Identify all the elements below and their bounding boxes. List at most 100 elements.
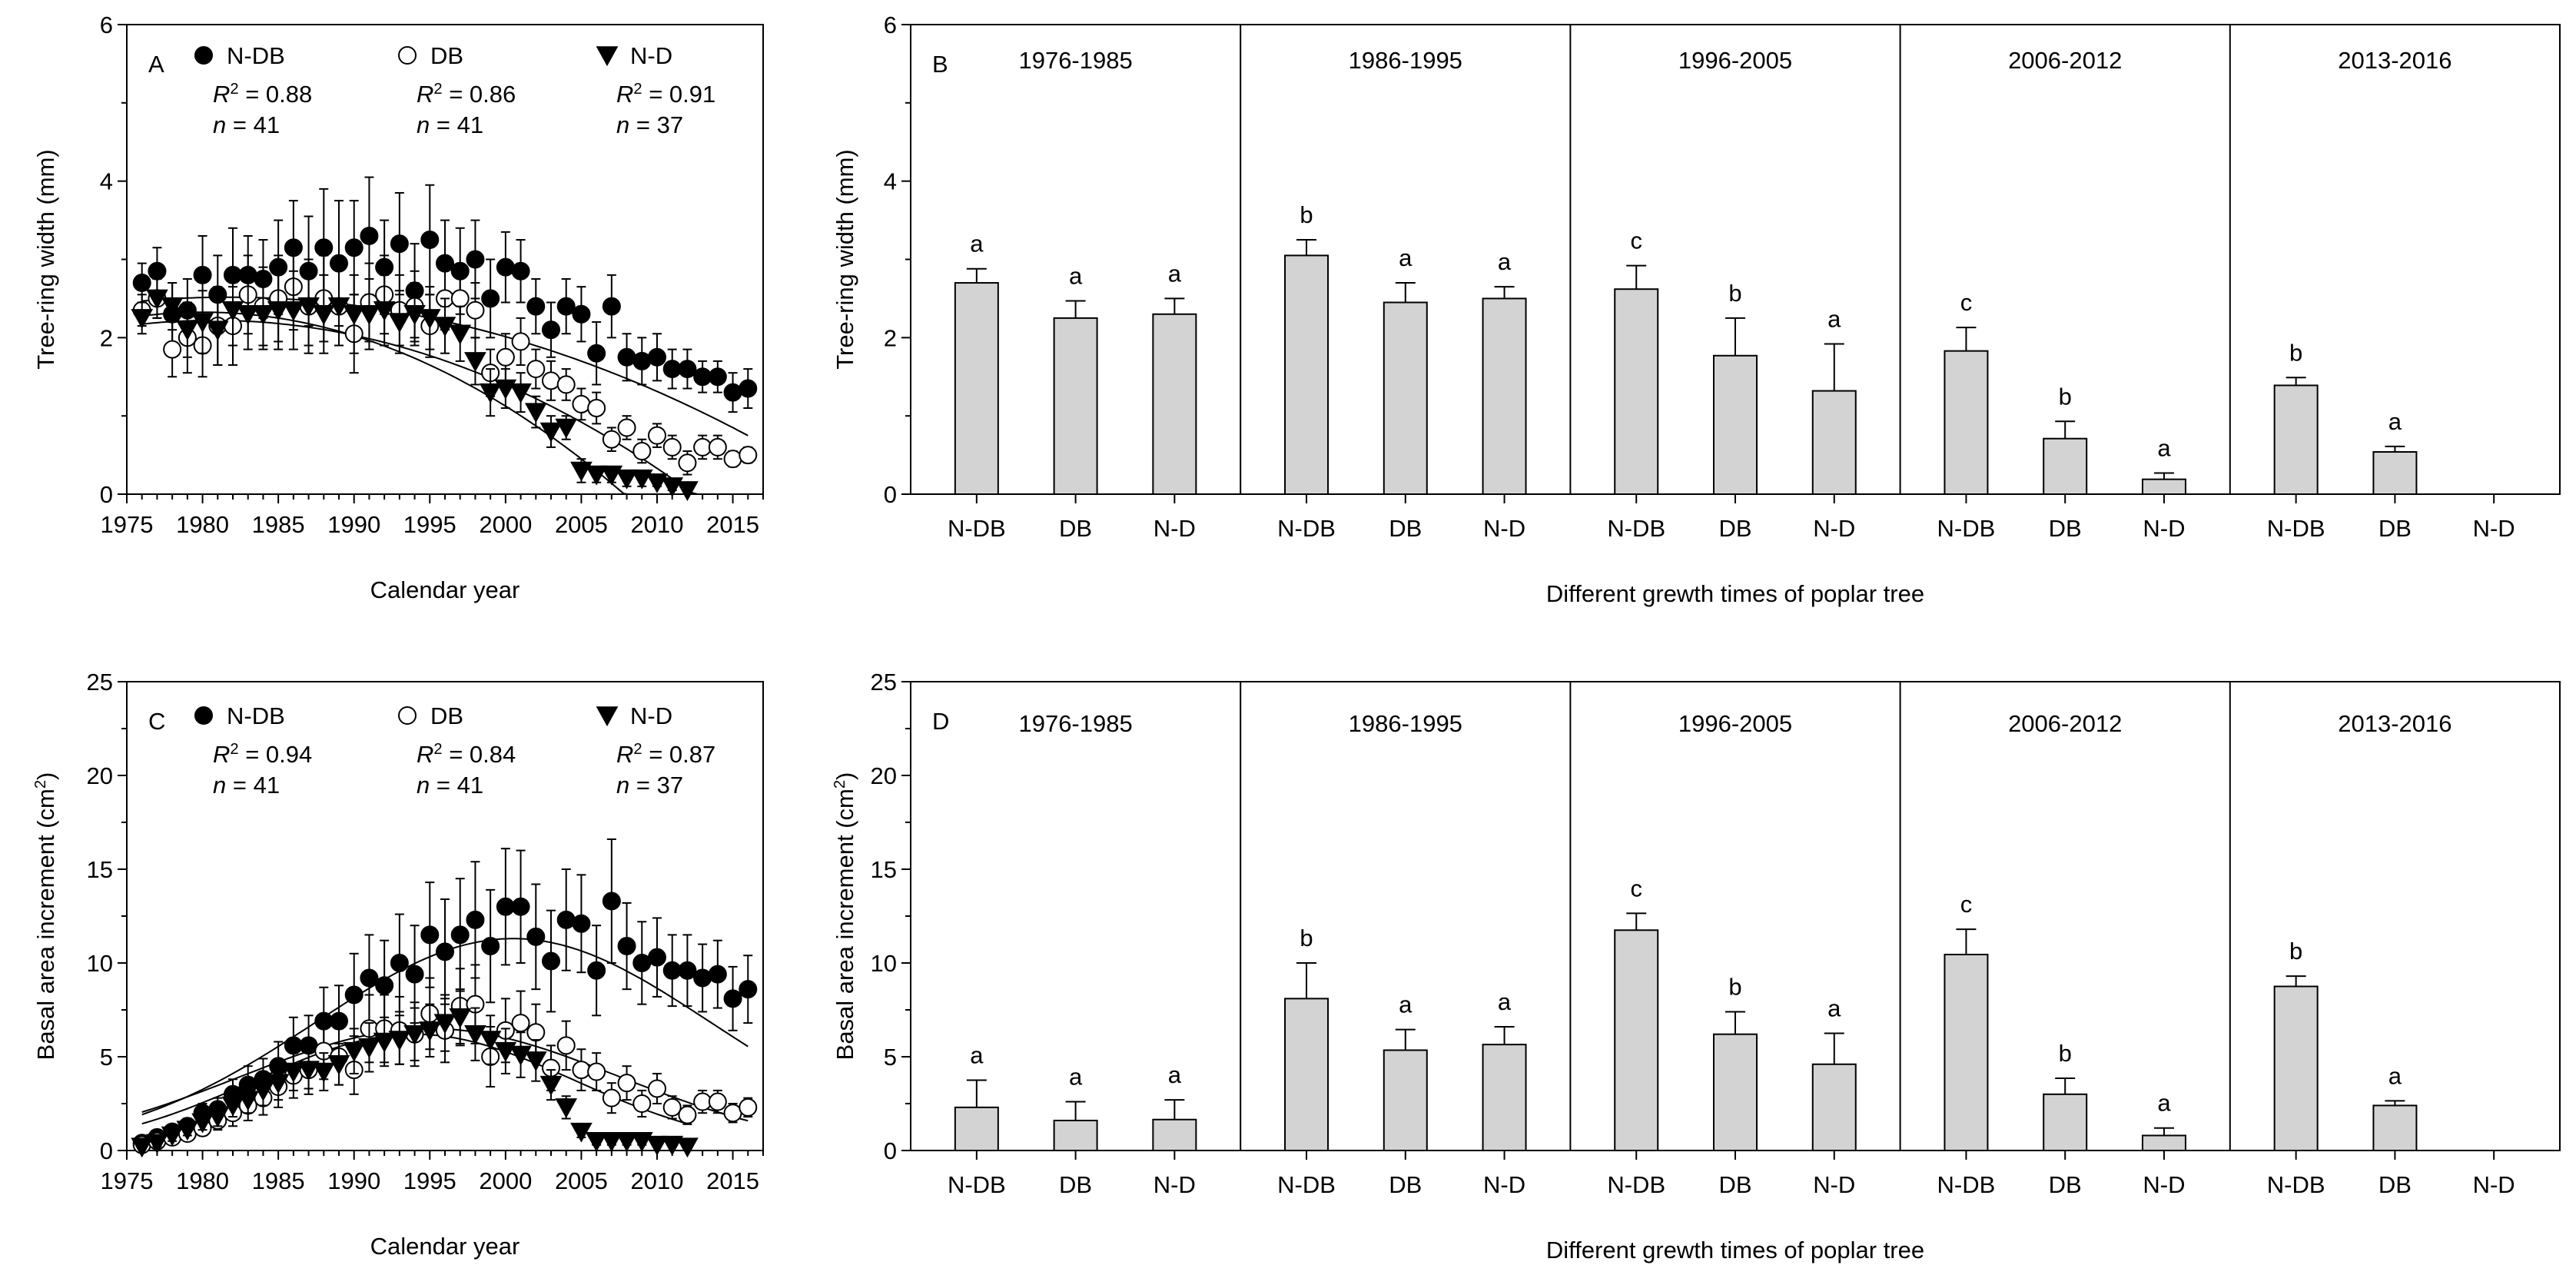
n-symbol: n <box>616 772 629 799</box>
sample-size: n = 41 <box>213 772 280 799</box>
category-label: N-D <box>1154 1171 1196 1198</box>
r-squared: R2 = 0.87 <box>616 741 715 768</box>
group-1976-1985: 1976-1985 N-DB a DB a N-D a <box>948 47 1197 542</box>
x-tick-label: 1980 <box>176 511 229 538</box>
data-point-N-DB <box>602 892 621 911</box>
bar-N-DB <box>1284 998 1329 1151</box>
significance-letter: a <box>2157 435 2171 462</box>
bar-N-DB <box>1944 350 1989 495</box>
bar-N-D <box>1811 390 1857 495</box>
data-point-N-DB <box>708 367 727 387</box>
period-label: 1986-1995 <box>1349 710 1462 737</box>
bar-N-DB <box>954 1106 999 1152</box>
data-point-N-DB <box>466 250 485 269</box>
data-point-N-DB <box>420 231 440 250</box>
data-point-N-D <box>358 1038 380 1058</box>
data-point-N-DB <box>617 937 636 956</box>
data-point-N-D <box>176 320 199 341</box>
category-label: DB <box>1389 515 1422 542</box>
legend-entry-N-D: N-D R2 = 0.87 n = 37 <box>596 702 715 799</box>
category-label: DB <box>1718 515 1751 542</box>
significance-letter: a <box>1168 260 1182 287</box>
period-label: 2013-2016 <box>2338 47 2452 74</box>
y-axis-label-superscript: 2 <box>32 780 49 789</box>
data-point-N-D <box>221 1096 244 1117</box>
bar-DB <box>1383 1049 1428 1151</box>
x-tick-label: 2010 <box>631 511 684 538</box>
data-point-DB <box>693 1092 712 1111</box>
data-point-DB <box>617 418 636 437</box>
data-point-DB <box>723 1104 742 1123</box>
legend-label: N-D <box>630 702 672 729</box>
data-point-DB <box>648 1079 666 1098</box>
data-point-DB <box>602 430 621 449</box>
sample-size: n = 41 <box>417 772 483 799</box>
bar-N-D <box>2141 478 2186 496</box>
data-point-N-D <box>388 1031 411 1051</box>
data-point-N-D <box>524 403 547 423</box>
n-value: = 37 <box>629 772 683 799</box>
data-point-N-D <box>312 305 335 325</box>
panel-B: 0 2 4 6 Tree-ring width (mm) B Different grewt… <box>832 12 2561 607</box>
data-point-N-DB <box>420 925 440 945</box>
n-value: = 41 <box>430 111 483 138</box>
group-1976-1985: 1976-1985 N-DB a DB a N-D a <box>948 710 1197 1198</box>
bar-N-D <box>2141 1134 2186 1151</box>
data-point-N-D <box>494 1041 517 1062</box>
data-point-DB <box>632 441 652 460</box>
data-point-N-DB <box>648 347 666 367</box>
significance-letter: b <box>2289 339 2302 366</box>
category-label: DB <box>2049 515 2082 542</box>
period-label: 2006-2012 <box>2008 710 2122 737</box>
significance-letter: a <box>1168 1061 1182 1088</box>
data-point-N-DB <box>511 261 530 281</box>
data-point-N-D <box>176 1121 199 1141</box>
y-tick-label: 0 <box>100 1137 113 1164</box>
data-point-N-D <box>282 300 305 321</box>
data-point-N-D <box>676 481 699 501</box>
data-point-N-D <box>297 1061 320 1081</box>
data-point-N-DB <box>466 910 485 929</box>
category-label: N-D <box>2143 1171 2185 1198</box>
data-point-N-DB <box>405 965 424 984</box>
x-tick-label: 2010 <box>631 1167 684 1194</box>
bar-N-DB <box>1944 954 1989 1152</box>
data-point-N-DB <box>511 897 530 916</box>
y-tick-label: 0 <box>884 481 897 508</box>
data-point-DB <box>708 1092 727 1111</box>
significance-letter: b <box>2059 383 2072 410</box>
r-squared: R2 = 0.94 <box>213 741 312 768</box>
significance-letter: a <box>970 231 984 257</box>
data-point-DB <box>163 340 182 359</box>
category-label: N-D <box>2473 515 2515 542</box>
data-point-N-DB <box>496 257 515 277</box>
panel-letter: C <box>148 708 165 735</box>
y-tick-label: 4 <box>100 168 113 195</box>
x-tick-label: 2015 <box>706 511 759 538</box>
data-point-N-DB <box>526 927 546 946</box>
x-tick-label: 2015 <box>706 1167 759 1194</box>
data-point-N-D <box>358 305 380 325</box>
bar-N-DB <box>2273 985 2319 1151</box>
data-point-N-D <box>661 477 684 497</box>
legend-marker <box>596 46 619 67</box>
category-label: N-DB <box>2267 515 2325 542</box>
y-tick-label: 5 <box>100 1044 113 1071</box>
n-symbol: n <box>616 111 629 138</box>
data-point-DB <box>693 437 712 457</box>
data-point-N-D <box>676 1137 699 1158</box>
data-point-N-D <box>449 324 472 345</box>
x-tick-label: 2000 <box>479 511 532 538</box>
data-point-N-D <box>237 1091 260 1111</box>
r-squared-value: = 0.86 <box>443 81 516 108</box>
category-label: DB <box>1718 1171 1751 1198</box>
data-point-N-D <box>510 383 532 403</box>
y-tick-label: 10 <box>871 950 897 977</box>
legend-entry-DB: DB R2 = 0.86 n = 41 <box>398 42 516 138</box>
data-point-N-D <box>479 383 502 403</box>
data-point-N-DB <box>587 344 606 363</box>
data-point-N-D <box>252 305 274 325</box>
data-point-N-D <box>585 465 608 486</box>
group-1996-2005: 1996-2005 N-DB c DB b N-D a <box>1607 47 1857 542</box>
category-label: N-DB <box>1277 515 1336 542</box>
